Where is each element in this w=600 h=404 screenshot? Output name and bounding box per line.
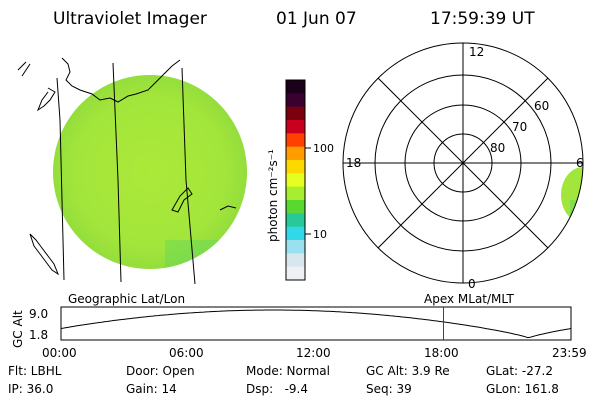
mlt-label-0: 0 bbox=[468, 277, 476, 291]
mlat-label-60: 60 bbox=[534, 99, 549, 113]
status-readout: Flt: LBHL IP: 36.0 Door: Open Gain: 14 M… bbox=[8, 364, 559, 396]
color-bar-swatch bbox=[286, 240, 305, 254]
mlat-label-70: 70 bbox=[512, 120, 527, 134]
status-glat: GLat: -27.2 bbox=[486, 364, 553, 378]
longitude-lines bbox=[56, 62, 196, 285]
coastlines bbox=[17, 57, 237, 276]
color-bar-swatch bbox=[286, 226, 305, 241]
color-bar-swatch bbox=[286, 120, 305, 134]
status-mode: Mode: Normal bbox=[246, 364, 330, 378]
altitude-xtick-1: 06:00 bbox=[169, 346, 204, 360]
status-glon: GLon: 161.8 bbox=[486, 382, 559, 396]
geographic-image-panel bbox=[17, 57, 247, 285]
observation-time: 17:59:39 UT bbox=[430, 9, 535, 29]
apex-panel-label: Apex MLat/MLT bbox=[424, 292, 514, 306]
altitude-ytick-high: 9.0 bbox=[29, 307, 48, 321]
altitude-axis-label: GC Alt bbox=[11, 310, 25, 348]
status-seq: Seq: 39 bbox=[366, 382, 412, 396]
color-bar-swatch bbox=[286, 80, 305, 94]
auroral-oval-segment bbox=[561, 167, 583, 223]
altitude-ytick-low: 1.8 bbox=[29, 328, 48, 342]
status-dsp: Dsp: -9.4 bbox=[246, 382, 308, 396]
altitude-xtick-4: 23:59 bbox=[552, 346, 587, 360]
color-bar-swatch bbox=[286, 146, 305, 161]
polar-plot: 12 18 6 0 60 70 80 bbox=[342, 42, 584, 291]
instrument-title: Ultraviolet Imager bbox=[53, 9, 207, 29]
mlt-label-6: 6 bbox=[576, 156, 584, 170]
color-bar-swatches bbox=[286, 80, 305, 281]
color-bar-swatch bbox=[286, 266, 305, 281]
altitude-curve bbox=[60, 309, 572, 339]
mlat-label-80: 80 bbox=[490, 141, 505, 155]
polar-grid bbox=[342, 42, 584, 284]
mlt-label-18: 18 bbox=[346, 156, 361, 170]
color-bar-swatch bbox=[286, 93, 305, 108]
color-bar-tick-100: 100 bbox=[313, 142, 334, 155]
color-bar-swatch bbox=[286, 213, 305, 228]
earth-disk-texture bbox=[53, 75, 247, 269]
color-bar-swatch bbox=[286, 200, 305, 214]
geographic-panel-label: Geographic Lat/Lon bbox=[68, 292, 185, 306]
color-bar-swatch bbox=[286, 186, 305, 201]
observation-date: 01 Jun 07 bbox=[276, 9, 357, 29]
altitude-xtick-0: 00:00 bbox=[42, 346, 77, 360]
color-bar-swatch bbox=[286, 133, 305, 148]
altitude-plot-frame bbox=[60, 306, 572, 341]
color-bar-unit-label: photon cm⁻²s⁻¹ bbox=[266, 149, 280, 242]
status-gc-alt: GC Alt: 3.9 Re bbox=[366, 364, 450, 378]
color-bar-frame bbox=[285, 79, 306, 281]
color-bar-swatch bbox=[286, 106, 305, 121]
earth-disk bbox=[53, 75, 247, 269]
color-bar-swatch bbox=[286, 253, 305, 268]
altitude-xtick-3: 18:00 bbox=[424, 346, 459, 360]
altitude-xtick-2: 12:00 bbox=[296, 346, 331, 360]
color-bar-swatch bbox=[286, 160, 305, 174]
color-bar: 100 10 photon cm⁻²s⁻¹ bbox=[266, 79, 334, 281]
color-bar-swatch bbox=[286, 173, 305, 188]
status-filter: Flt: LBHL bbox=[8, 364, 62, 378]
status-gain: Gain: 14 bbox=[126, 382, 177, 396]
status-ip: IP: 36.0 bbox=[8, 382, 53, 396]
altitude-plot: GC Alt 9.0 1.8 00:00 06:00 12:00 18:00 2… bbox=[11, 306, 587, 360]
mlt-label-12: 12 bbox=[469, 45, 484, 59]
status-door: Door: Open bbox=[126, 364, 195, 378]
color-bar-tick-10: 10 bbox=[313, 228, 327, 241]
